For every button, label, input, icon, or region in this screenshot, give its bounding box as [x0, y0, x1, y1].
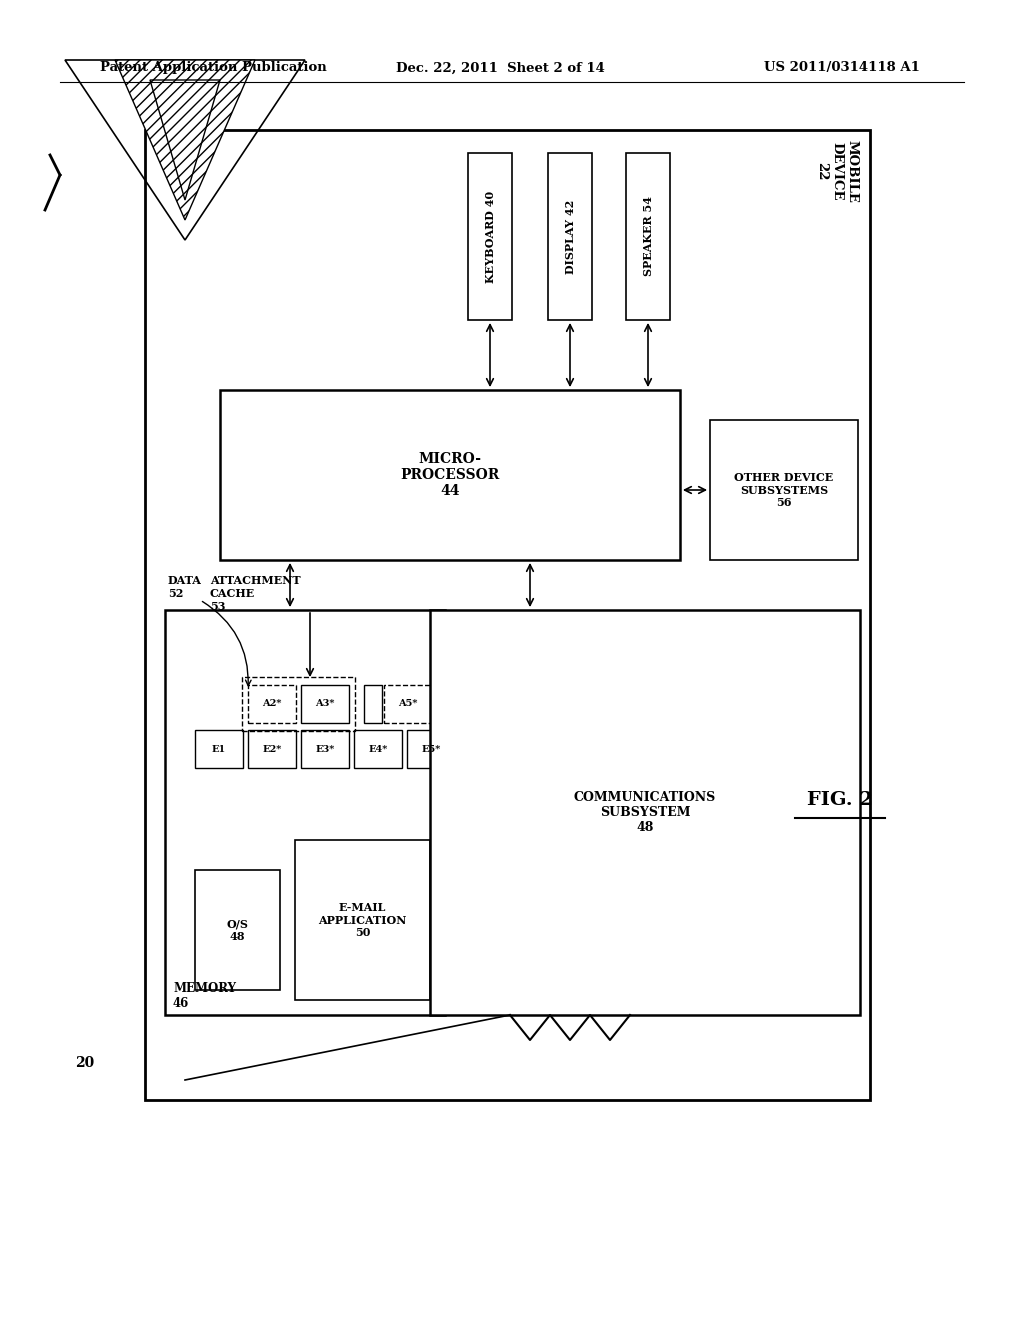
Text: E3*: E3*	[315, 744, 335, 754]
Text: MICRO-
PROCESSOR
44: MICRO- PROCESSOR 44	[400, 451, 500, 498]
Bar	[248, 685, 296, 723]
Text: Dec. 22, 2011  Sheet 2 of 14: Dec. 22, 2011 Sheet 2 of 14	[395, 62, 604, 74]
Text: A3*: A3*	[315, 700, 335, 709]
Text: KEYBOARD 40: KEYBOARD 40	[484, 190, 496, 282]
Text: OTHER DEVICE
SUBSYSTEMS
56: OTHER DEVICE SUBSYSTEMS 56	[734, 471, 834, 508]
Bar	[468, 153, 512, 319]
Text: A5*: A5*	[398, 700, 418, 709]
Polygon shape	[150, 81, 220, 201]
Text: DISPLAY 42: DISPLAY 42	[564, 199, 575, 273]
Text: FIG. 2: FIG. 2	[807, 791, 872, 809]
Bar	[548, 153, 592, 319]
Text: E2*: E2*	[262, 744, 282, 754]
Text: MOBILE
DEVICE
22: MOBILE DEVICE 22	[815, 140, 858, 203]
Bar	[364, 685, 382, 723]
Text: A2*: A2*	[262, 700, 282, 709]
Text: 20: 20	[76, 1056, 94, 1071]
Bar	[295, 840, 430, 1001]
Bar	[384, 685, 432, 723]
Bar	[710, 420, 858, 560]
Bar	[407, 730, 455, 768]
Text: O/S
48: O/S 48	[226, 919, 249, 942]
Text: DATA
52: DATA 52	[168, 576, 202, 599]
Bar	[242, 677, 355, 731]
Text: SPEAKER 54: SPEAKER 54	[642, 197, 653, 276]
Text: Patent Application Publication: Patent Application Publication	[100, 62, 327, 74]
Polygon shape	[115, 59, 255, 220]
Bar	[626, 153, 670, 319]
Bar	[145, 129, 870, 1100]
Bar	[220, 389, 680, 560]
Text: US 2011/0314118 A1: US 2011/0314118 A1	[764, 62, 920, 74]
Bar	[195, 870, 280, 990]
Bar	[301, 730, 349, 768]
Text: ATTACHMENT
CACHE
53: ATTACHMENT CACHE 53	[210, 576, 301, 611]
Text: E4*: E4*	[369, 744, 388, 754]
Text: E-MAIL
APPLICATION
50: E-MAIL APPLICATION 50	[318, 902, 407, 939]
Bar	[354, 730, 402, 768]
Text: E5*: E5*	[421, 744, 440, 754]
Text: MEMORY
46: MEMORY 46	[173, 982, 236, 1010]
Bar	[301, 685, 349, 723]
Bar	[195, 730, 243, 768]
Bar	[430, 610, 860, 1015]
Bar	[165, 610, 445, 1015]
Text: E1: E1	[212, 744, 226, 754]
Bar	[248, 730, 296, 768]
Text: COMMUNICATIONS
SUBSYSTEM
48: COMMUNICATIONS SUBSYSTEM 48	[573, 791, 716, 834]
